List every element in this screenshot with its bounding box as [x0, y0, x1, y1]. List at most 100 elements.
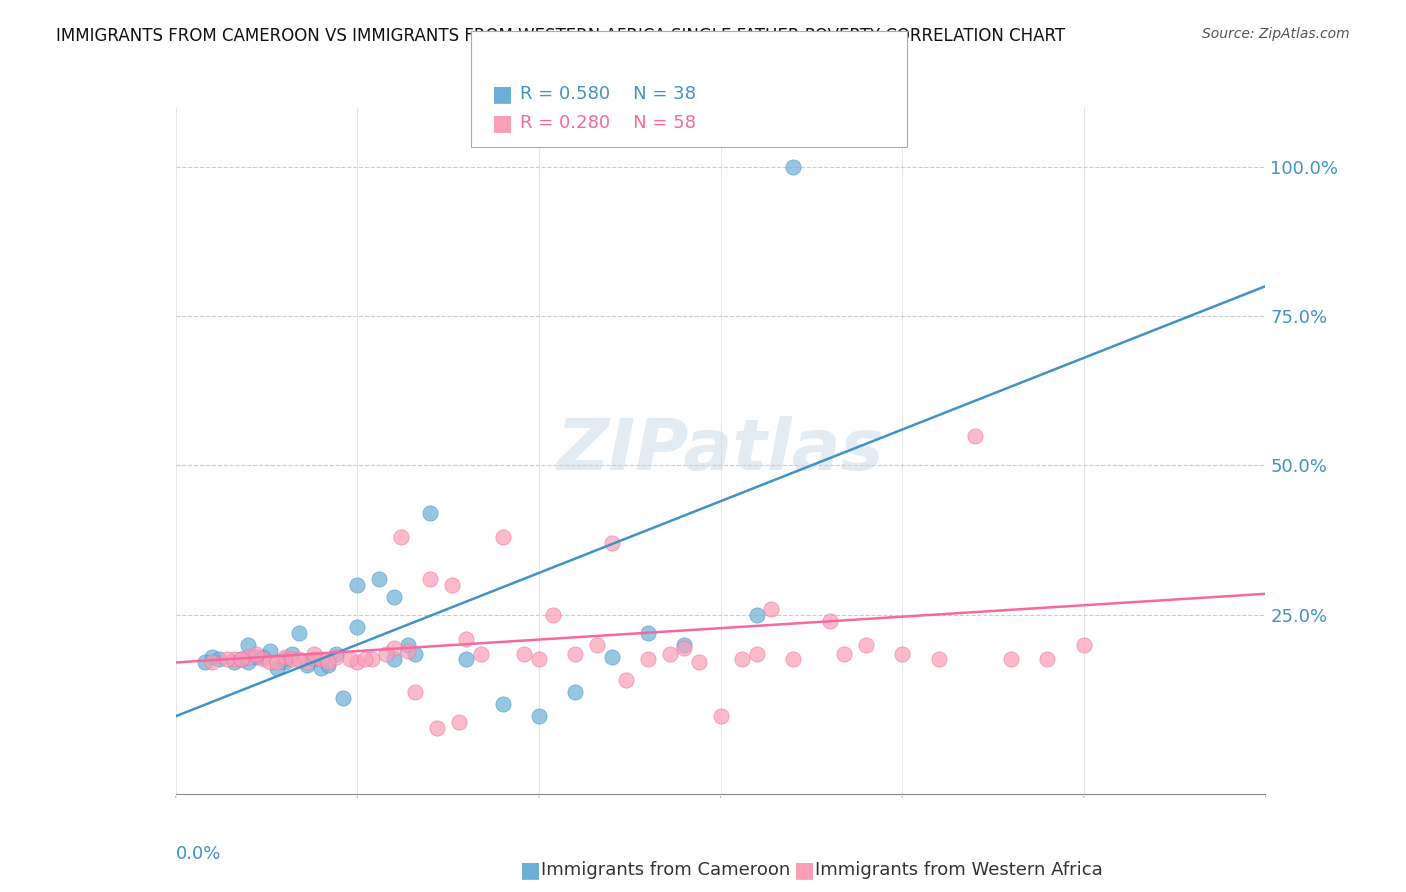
Point	[855, 638, 877, 652]
Point	[600, 649, 623, 664]
Point	[782, 160, 804, 174]
Point	[302, 647, 325, 661]
Point	[447, 715, 470, 730]
Point	[295, 656, 318, 670]
Point	[252, 652, 274, 666]
Point	[238, 638, 260, 652]
Point	[353, 652, 375, 666]
Point	[274, 649, 297, 664]
Point	[963, 428, 986, 442]
Point	[382, 590, 405, 604]
Text: ■: ■	[492, 113, 513, 133]
Point	[470, 647, 492, 661]
Point	[731, 652, 754, 666]
Point	[238, 656, 260, 670]
Point	[688, 656, 710, 670]
Point	[527, 652, 550, 666]
Text: Immigrants from Western Africa: Immigrants from Western Africa	[815, 861, 1104, 879]
Point	[513, 647, 536, 661]
Point	[761, 601, 783, 615]
Point	[1000, 652, 1022, 666]
Point	[600, 536, 623, 550]
Point	[295, 658, 318, 673]
Point	[325, 649, 347, 664]
Point	[658, 647, 681, 661]
Point	[346, 620, 368, 634]
Point	[710, 709, 733, 723]
Text: IMMIGRANTS FROM CAMEROON VS IMMIGRANTS FROM WESTERN AFRICA SINGLE FATHER POVERTY: IMMIGRANTS FROM CAMEROON VS IMMIGRANTS F…	[56, 27, 1066, 45]
Point	[222, 656, 245, 670]
Text: Source: ZipAtlas.com: Source: ZipAtlas.com	[1202, 27, 1350, 41]
Point	[492, 698, 515, 712]
Point	[1036, 652, 1059, 666]
Point	[891, 647, 914, 661]
Point	[339, 652, 361, 666]
Text: R = 0.280    N = 58: R = 0.280 N = 58	[520, 114, 696, 132]
Point	[281, 652, 304, 666]
Point	[782, 652, 804, 666]
Point	[389, 530, 412, 544]
Point	[527, 709, 550, 723]
Point	[614, 673, 637, 688]
Point	[266, 661, 288, 675]
Point	[375, 647, 398, 661]
Point	[309, 652, 332, 666]
Point	[382, 652, 405, 666]
Point	[673, 638, 696, 652]
Point	[245, 649, 267, 664]
Point	[368, 572, 391, 586]
Text: ■: ■	[520, 860, 541, 880]
Point	[832, 647, 855, 661]
Point	[396, 643, 419, 657]
Text: ■: ■	[492, 84, 513, 103]
Point	[492, 530, 515, 544]
Point	[564, 647, 586, 661]
Point	[252, 649, 274, 664]
Point	[637, 652, 659, 666]
Point	[215, 652, 238, 666]
Point	[419, 572, 441, 586]
Point	[274, 652, 297, 666]
Point	[266, 656, 288, 670]
Point	[745, 647, 768, 661]
Point	[456, 632, 478, 646]
Point	[637, 625, 659, 640]
Point	[673, 640, 696, 655]
Point	[419, 506, 441, 520]
Point	[281, 647, 304, 661]
Point	[194, 656, 217, 670]
Point	[231, 652, 253, 666]
Point	[259, 656, 281, 670]
Point	[208, 652, 231, 666]
Point	[1073, 638, 1095, 652]
Point	[201, 649, 224, 664]
Point	[318, 658, 340, 673]
Point	[586, 638, 609, 652]
Text: ZIPatlas: ZIPatlas	[557, 416, 884, 485]
Text: 0.0%: 0.0%	[176, 846, 221, 863]
Point	[274, 656, 297, 670]
Point	[396, 638, 419, 652]
Point	[346, 578, 368, 592]
Point	[288, 625, 311, 640]
Point	[288, 652, 311, 666]
Point	[382, 640, 405, 655]
Point	[346, 656, 368, 670]
Point	[426, 721, 449, 735]
Text: ■: ■	[794, 860, 815, 880]
Point	[318, 656, 340, 670]
Point	[928, 652, 950, 666]
Text: Immigrants from Cameroon: Immigrants from Cameroon	[541, 861, 790, 879]
Point	[222, 652, 245, 666]
Point	[325, 647, 347, 661]
Point	[201, 656, 224, 670]
Point	[245, 647, 267, 661]
Point	[332, 691, 354, 706]
Point	[302, 652, 325, 666]
Point	[259, 643, 281, 657]
Point	[440, 578, 463, 592]
Point	[360, 652, 382, 666]
Point	[818, 614, 841, 628]
Point	[564, 685, 586, 699]
Point	[405, 647, 427, 661]
